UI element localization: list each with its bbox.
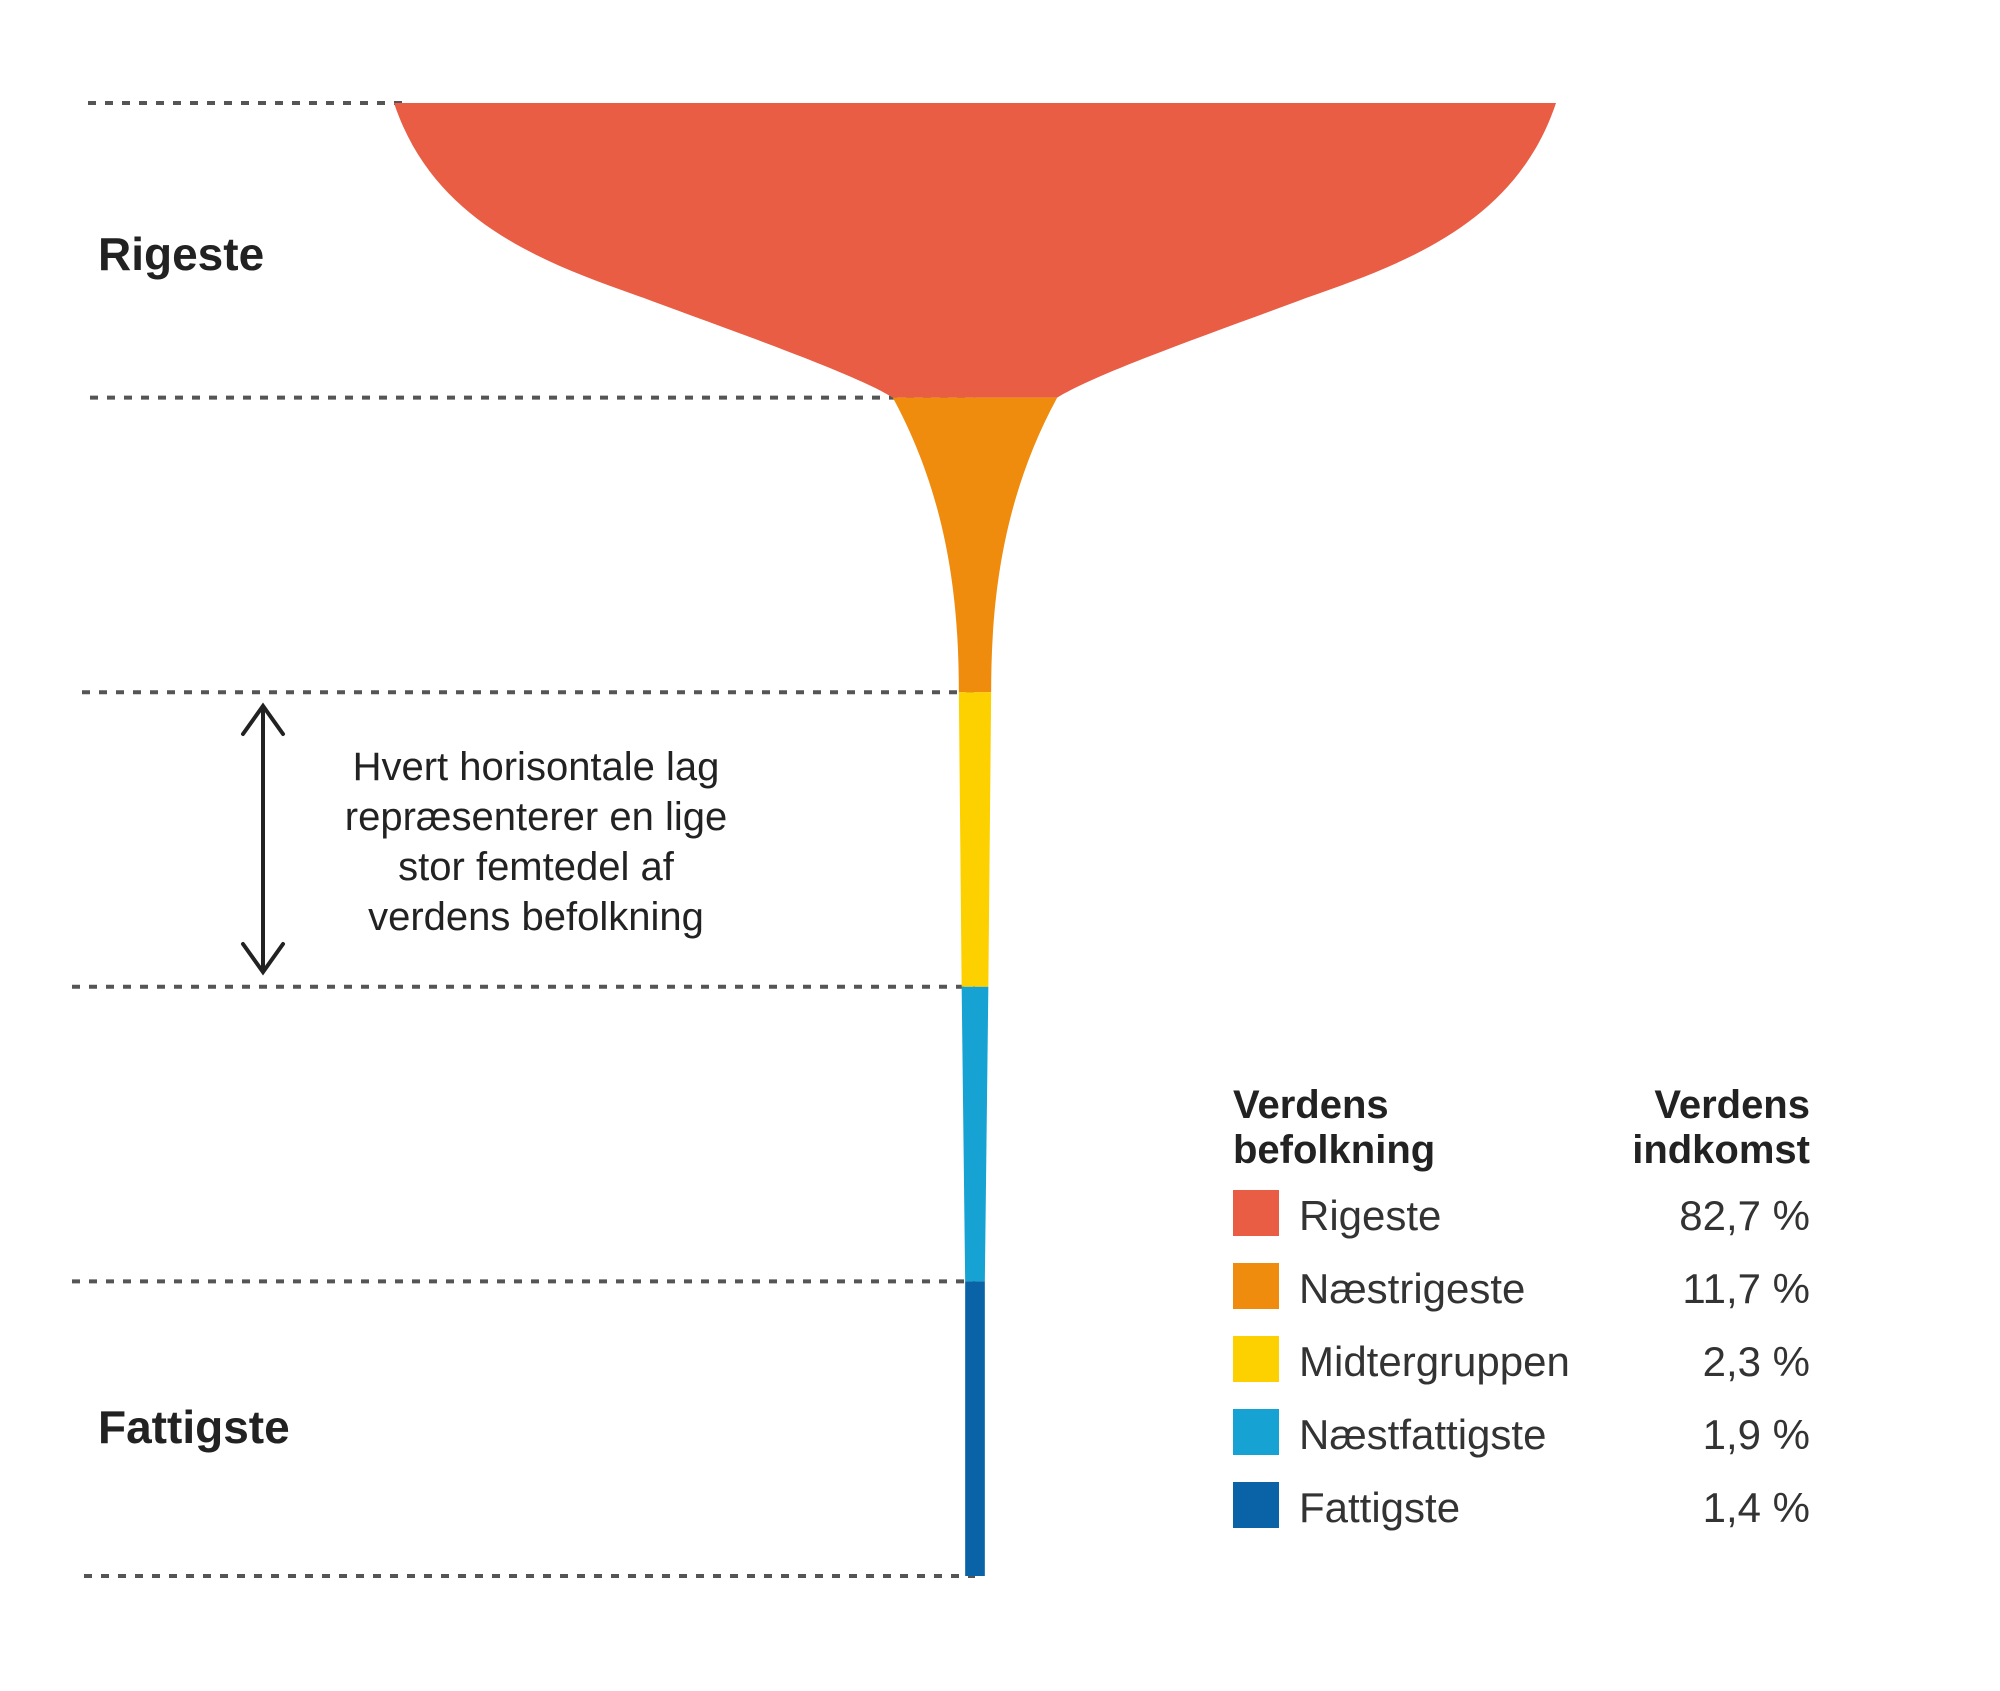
band-midtergruppen: [958, 692, 992, 987]
legend-swatch-rigeste: [1233, 1190, 1279, 1236]
dotted-separators: [72, 101, 975, 1578]
band-rigeste: [394, 103, 1556, 398]
income-bands: [394, 103, 1556, 1576]
legend-rows: Rigeste 82,7 % Næstrigeste 11,7 % Midtergrup…: [1233, 1190, 1810, 1531]
legend-swatch-midtergruppen: [1233, 1336, 1279, 1382]
legend-value-naestfattigste: 1,9 %: [1703, 1411, 1810, 1458]
legend-label-rigeste: Rigeste: [1299, 1192, 1441, 1239]
legend-value-rigeste: 82,7 %: [1679, 1192, 1810, 1239]
annotation-line-4: verdens befolkning: [368, 895, 704, 939]
band-naestrigeste: [892, 397, 1058, 693]
legend-header-population-2: befolkning: [1233, 1128, 1435, 1172]
band-fattigste: [965, 1281, 985, 1576]
annotation-line-2: repræsenterer en lige: [345, 795, 727, 839]
legend-value-fattigste: 1,4 %: [1703, 1484, 1810, 1531]
legend-value-naestrigeste: 11,7 %: [1682, 1265, 1810, 1312]
annotation-line-1: Hvert horisontale lag: [353, 745, 720, 789]
legend-swatch-fattigste: [1233, 1482, 1279, 1528]
legend-value-midtergruppen: 2,3 %: [1703, 1338, 1810, 1385]
row-label-bottom: Fattigste: [98, 1401, 290, 1453]
legend-header-income-1: Verdens: [1654, 1083, 1810, 1127]
legend-swatch-naestrigeste: [1233, 1263, 1279, 1309]
legend-swatch-naestfattigste: [1233, 1409, 1279, 1455]
band-naestfattigste: [961, 986, 989, 1282]
legend-header-population-1: Verdens: [1233, 1083, 1389, 1127]
legend-label-naestfattigste: Næstfattigste: [1299, 1411, 1546, 1458]
row-label-top: Rigeste: [98, 228, 264, 280]
legend: Verdens befolkning Verdens indkomst Rige…: [1233, 1083, 1810, 1531]
legend-header-income-2: indkomst: [1632, 1128, 1810, 1172]
double-arrow-icon: [241, 702, 285, 976]
annotation: Hvert horisontale lag repræsenterer en l…: [241, 702, 727, 976]
legend-label-midtergruppen: Midtergruppen: [1299, 1338, 1570, 1385]
legend-label-fattigste: Fattigste: [1299, 1484, 1460, 1531]
legend-label-naestrigeste: Næstrigeste: [1299, 1265, 1525, 1312]
annotation-line-3: stor femtedel af: [398, 845, 675, 889]
